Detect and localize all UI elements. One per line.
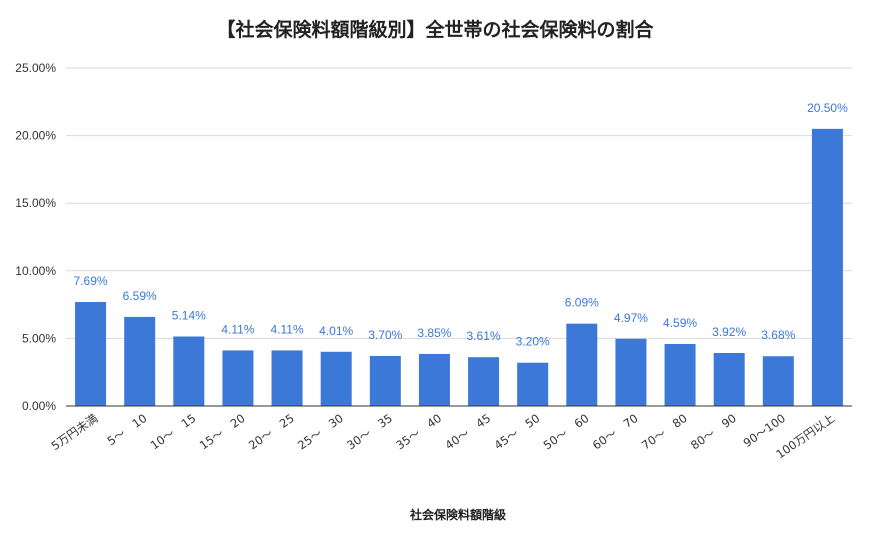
data-labels: 7.69% 6.59% 5.14% 4.11% 4.11% 4.01% 3.70% 3.85%… (74, 101, 849, 349)
bar (713, 353, 745, 406)
bar (566, 323, 598, 406)
x-tick-label: 70～ 80 (639, 411, 690, 452)
data-label: 3.70% (368, 328, 402, 342)
bar (811, 128, 843, 406)
bar (320, 351, 352, 406)
y-tick-label: 5.00% (22, 331, 56, 345)
y-tick-label: 25.00% (15, 61, 56, 75)
x-tick-label: 15～ 20 (197, 411, 248, 452)
x-tick-label: 20～ 25 (246, 411, 297, 452)
x-tick-label: 30～ 35 (344, 411, 395, 452)
data-label: 4.11% (270, 322, 303, 336)
data-label: 3.68% (761, 328, 795, 342)
x-tick-label: 60～ 70 (590, 411, 641, 452)
data-label: 4.97% (614, 311, 648, 325)
x-tick-label: 80～ 90 (688, 411, 739, 452)
data-label: 4.59% (663, 316, 697, 330)
y-tick-label: 20.00% (15, 129, 56, 143)
x-axis-label: 社会保険料額階級 (409, 507, 506, 522)
bar (173, 336, 205, 406)
y-tick-label: 0.00% (22, 399, 56, 413)
x-tick-label: 45～ 50 (492, 411, 543, 452)
bar (762, 356, 794, 406)
data-label: 5.14% (172, 309, 206, 323)
x-tick-label: 5～ 10 (105, 411, 150, 448)
data-label: 6.09% (565, 296, 599, 310)
data-label: 3.92% (712, 325, 746, 339)
x-tick-label: 50～ 60 (541, 411, 592, 452)
bar (271, 350, 303, 406)
x-tick-label: 25～ 30 (295, 411, 346, 452)
data-label: 4.11% (221, 322, 254, 336)
bar (369, 355, 401, 406)
bar (664, 343, 696, 406)
x-tick-label: 35～ 40 (393, 411, 444, 452)
data-label: 7.69% (74, 274, 108, 288)
data-label: 3.20% (516, 335, 550, 349)
gridlines (66, 67, 852, 339)
bar (75, 302, 107, 406)
data-label: 3.85% (417, 326, 451, 340)
x-tick-label: 40～ 45 (442, 411, 493, 452)
y-tick-label: 15.00% (15, 196, 56, 210)
bar (222, 350, 254, 406)
bars (75, 128, 843, 406)
x-tick-label: 10～ 15 (148, 411, 199, 452)
chart-title: 【社会保険料額階級別】全世帯の社会保険料の割合 (216, 18, 654, 41)
bar (517, 362, 549, 406)
data-label: 20.50% (807, 101, 848, 115)
bar (124, 316, 156, 406)
bar (468, 357, 500, 406)
data-label: 3.61% (467, 329, 501, 343)
bar (615, 338, 647, 406)
y-tick-label: 10.00% (15, 264, 56, 278)
y-axis-ticks: 0.00% 5.00% 10.00% 15.00% 20.00% 25.00% (15, 61, 56, 413)
data-label: 4.01% (319, 324, 353, 338)
x-tick-label: 5万円未満 (49, 411, 101, 453)
bar (418, 353, 450, 406)
data-label: 6.59% (123, 289, 157, 303)
